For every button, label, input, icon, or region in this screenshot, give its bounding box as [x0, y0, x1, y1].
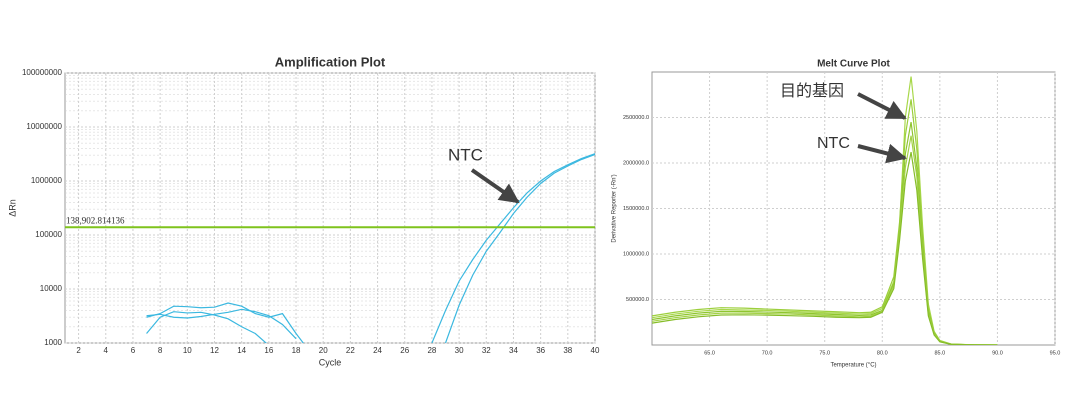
y-tick-label: 100000000: [22, 68, 63, 77]
x-tick-label: 2: [76, 346, 81, 355]
y-tick-label: 10000000: [26, 122, 62, 131]
x-tick-label: 95.0: [1050, 350, 1061, 356]
y-tick-label: 100000: [35, 230, 62, 239]
series-line: [444, 153, 595, 343]
x-tick-label: 6: [131, 346, 136, 355]
y-axis-label: Derivative Reporter (-Rn'): [612, 174, 618, 242]
plot-area: [64, 72, 596, 344]
y-tick-label: 2000000.0: [623, 160, 649, 166]
x-axis-label: Cycle: [319, 357, 342, 367]
x-tick-label: 22: [346, 346, 355, 355]
x-tick-label: 26: [400, 346, 409, 355]
x-tick-label: 38: [563, 346, 572, 355]
x-tick-label: 28: [427, 346, 436, 355]
y-tick-label: 1000000: [31, 176, 63, 185]
x-axis-label: Temperature (°C): [830, 363, 876, 369]
y-tick-label: 1000000.0: [623, 251, 649, 257]
plot-lines: [652, 76, 998, 345]
x-tick-label: 90.0: [992, 350, 1003, 356]
x-tick-label: 85.0: [934, 350, 945, 356]
annotation-arrow: [857, 92, 907, 120]
series-line: [431, 153, 595, 343]
series-line: [146, 302, 305, 343]
x-tick-label: 75.0: [819, 350, 830, 356]
x-tick-label: 34: [509, 346, 518, 355]
x-tick-label: 18: [292, 346, 301, 355]
y-axis-label: ΔRn: [7, 199, 17, 217]
chart-title: Melt Curve Plot: [817, 59, 890, 70]
x-tick-label: 65.0: [704, 350, 715, 356]
y-tick-label: 1000: [44, 338, 62, 347]
x-tick-label: 4: [104, 346, 109, 355]
annotation: NTC: [448, 145, 483, 164]
x-tick-label: 70.0: [762, 350, 773, 356]
series-line: [652, 151, 998, 345]
annotation-arrow: [470, 168, 520, 204]
y-tick-label: 1500000.0: [623, 206, 649, 212]
annotation: 目的基因: [780, 82, 844, 100]
y-tick-label: 2500000.0: [623, 115, 649, 121]
x-tick-label: 12: [210, 346, 219, 355]
annotation: NTC: [817, 135, 850, 152]
x-tick-label: 14: [237, 346, 246, 355]
annotation-arrow: [857, 143, 907, 164]
y-tick-label: 10000: [40, 284, 63, 293]
x-tick-label: 16: [264, 346, 273, 355]
chart-title: Amplification Plot: [275, 54, 386, 69]
x-tick-label: 8: [158, 346, 163, 355]
series-line: [146, 311, 267, 343]
x-tick-label: 32: [482, 346, 491, 355]
x-tick-label: 20: [319, 346, 328, 355]
x-tick-label: 40: [591, 346, 600, 355]
x-tick-label: 10: [183, 346, 192, 355]
threshold-label: 138,902.814136: [66, 215, 125, 225]
x-tick-label: 36: [536, 346, 545, 355]
series-line: [146, 308, 297, 340]
x-tick-label: 80.0: [877, 350, 888, 356]
plot-lines: [146, 153, 595, 343]
y-tick-label: 500000.0: [626, 297, 649, 303]
x-tick-label: 30: [455, 346, 464, 355]
x-tick-label: 24: [373, 346, 382, 355]
